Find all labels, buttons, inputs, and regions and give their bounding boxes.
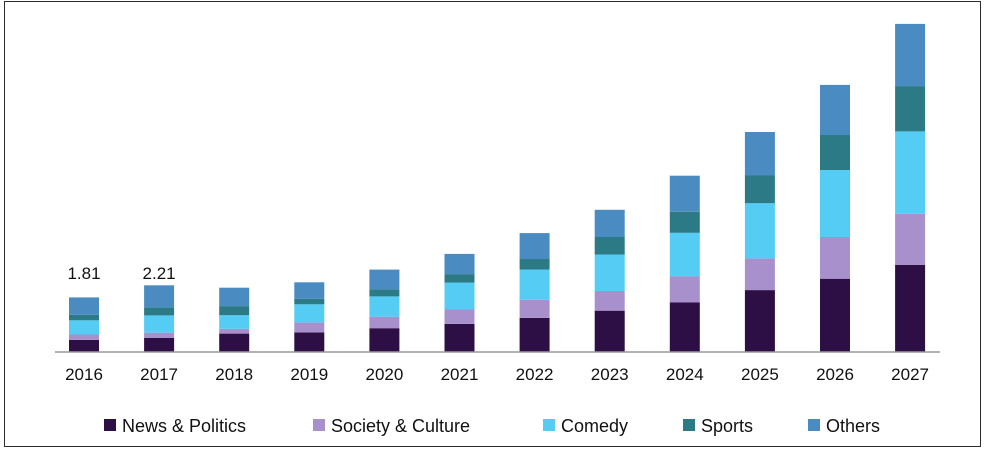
bar-society-and-culture-2023: [594, 291, 625, 311]
bar-comedy-2019: [294, 304, 325, 323]
bar-others-2017: [144, 285, 175, 308]
x-tick-labels: 2016 2017 2018 2019 2020 2021 2022 2023 2024 2025…: [65, 365, 929, 384]
x-tick-label-2016: 2016: [65, 365, 103, 384]
bar-comedy-2018: [219, 315, 250, 329]
bar-others-2018: [219, 287, 250, 307]
bar-sports-2023: [594, 237, 625, 255]
x-tick-label-2019: 2019: [290, 365, 328, 384]
bar-sports-2021: [444, 274, 475, 283]
bar-news-and-politics-2018: [219, 333, 250, 352]
bar-others-2025: [744, 132, 775, 176]
x-tick-label-2026: 2026: [816, 365, 854, 384]
x-tick-label-2017: 2017: [140, 365, 178, 384]
bar-others-2023: [594, 209, 625, 237]
bar-others-2027: [895, 23, 926, 87]
bar-society-and-culture-2018: [219, 328, 250, 334]
bar-sports-2022: [519, 259, 550, 270]
legend-item-others: Others: [808, 416, 880, 436]
legend-label-sports: Sports: [701, 416, 753, 436]
bar-society-and-culture-2020: [369, 316, 400, 329]
bar-sports-2026: [820, 135, 850, 170]
data-label-2017: 2.21: [143, 264, 176, 283]
x-tick-label-2023: 2023: [591, 365, 629, 384]
bar-others-2016: [69, 297, 99, 315]
legend-item-society-and-culture: Society & Culture: [313, 416, 470, 436]
legend-label-society-and-culture: Society & Culture: [331, 416, 470, 436]
legend-swatch-others: [808, 419, 820, 431]
bar-society-and-culture-2024: [669, 276, 700, 303]
bar-society-and-culture-2025: [744, 258, 775, 291]
bar-comedy-2026: [820, 170, 850, 237]
bar-others-2024: [669, 175, 700, 212]
bar-comedy-2016: [69, 320, 99, 335]
bar-news-and-politics-2024: [669, 302, 700, 352]
bar-others-2026: [820, 84, 850, 135]
data-labels: 1.81 2.21: [67, 264, 175, 283]
bar-sports-2024: [669, 211, 700, 233]
x-tick-label-2022: 2022: [516, 365, 554, 384]
bar-sports-2019: [294, 298, 325, 305]
bar-comedy-2021: [444, 282, 475, 310]
bar-others-2020: [369, 269, 400, 290]
bar-news-and-politics-2021: [444, 323, 475, 352]
bar-society-and-culture-2027: [895, 213, 926, 265]
bar-sports-2020: [369, 289, 400, 297]
legend-item-news-and-politics: News & Politics: [104, 416, 246, 436]
legend-label-others: Others: [826, 416, 880, 436]
x-tick-label-2027: 2027: [891, 365, 929, 384]
legend-swatch-news-and-politics: [104, 419, 116, 431]
bar-sports-2018: [219, 306, 250, 316]
bar-comedy-2023: [594, 254, 625, 291]
bar-society-and-culture-2016: [69, 334, 99, 340]
bar-layer: [69, 23, 926, 352]
bar-others-2021: [444, 253, 475, 275]
legend-item-comedy: Comedy: [543, 416, 628, 436]
bar-others-2022: [519, 233, 550, 260]
bar-others-2019: [294, 282, 325, 299]
bar-news-and-politics-2017: [144, 337, 175, 352]
bar-society-and-culture-2022: [519, 299, 550, 318]
bar-sports-2017: [144, 307, 175, 316]
legend-label-comedy: Comedy: [561, 416, 628, 436]
bar-news-and-politics-2022: [519, 317, 550, 352]
legend-swatch-comedy: [543, 419, 555, 431]
bar-comedy-2024: [669, 232, 700, 277]
bar-sports-2025: [744, 175, 775, 204]
bar-comedy-2025: [744, 203, 775, 259]
bar-news-and-politics-2027: [895, 264, 926, 352]
legend-swatch-sports: [683, 419, 695, 431]
x-tick-label-2024: 2024: [666, 365, 704, 384]
x-tick-label-2020: 2020: [365, 365, 403, 384]
bar-comedy-2022: [519, 269, 550, 300]
bar-society-and-culture-2017: [144, 332, 175, 338]
bar-comedy-2027: [895, 131, 926, 214]
bar-news-and-politics-2026: [820, 278, 850, 352]
legend-label-news-and-politics: News & Politics: [122, 416, 246, 436]
data-label-2016: 1.81: [67, 264, 100, 283]
bar-news-and-politics-2023: [594, 310, 625, 352]
bar-news-and-politics-2020: [369, 328, 400, 352]
bar-society-and-culture-2026: [820, 237, 850, 279]
x-tick-label-2021: 2021: [441, 365, 479, 384]
bar-comedy-2017: [144, 315, 175, 333]
bar-news-and-politics-2025: [744, 290, 775, 352]
chart-frame: [4, 1, 981, 447]
bar-news-and-politics-2019: [294, 332, 325, 352]
x-tick-label-2018: 2018: [215, 365, 253, 384]
legend-swatch-society-and-culture: [313, 419, 325, 431]
bar-news-and-politics-2016: [69, 339, 99, 352]
bar-comedy-2020: [369, 296, 400, 317]
bar-society-and-culture-2021: [444, 309, 475, 324]
bar-sports-2016: [69, 314, 99, 321]
legend: News & Politics Society & Culture Comedy Sp…: [104, 416, 880, 436]
bar-society-and-culture-2019: [294, 322, 325, 333]
legend-item-sports: Sports: [683, 416, 753, 436]
bar-sports-2027: [895, 86, 926, 132]
x-tick-label-2025: 2025: [741, 365, 779, 384]
